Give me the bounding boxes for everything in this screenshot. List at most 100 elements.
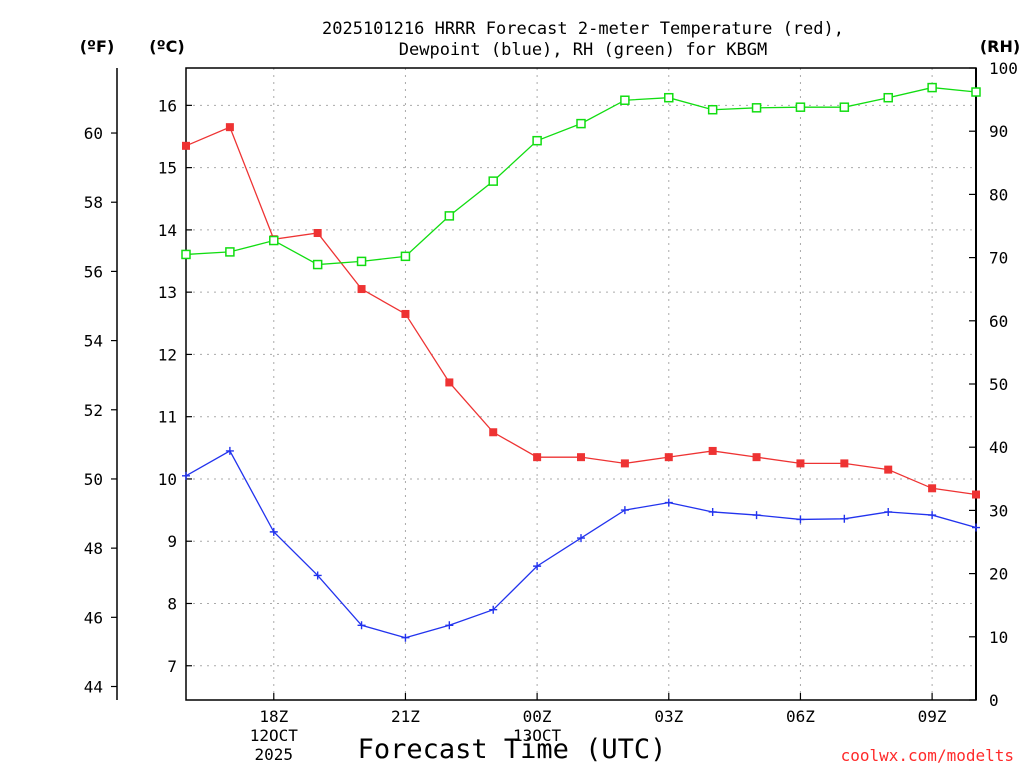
2-meter-temperature-line bbox=[185, 126, 977, 496]
rh-point bbox=[181, 249, 191, 260]
rh-axis: 0 10 20 30 40 50 60 70 80 90 100 bbox=[969, 59, 1018, 710]
fahrenheit-tick-label: 52 bbox=[84, 401, 103, 420]
fahrenheit-axis: 44 46 48 50 52 54 56 58 60 bbox=[84, 124, 117, 697]
2-meter-temperature-point bbox=[840, 459, 849, 468]
fahrenheit-tick-label: 58 bbox=[84, 193, 103, 212]
dewpoint-line bbox=[185, 450, 977, 639]
rh-point bbox=[488, 176, 498, 186]
dewpoint-point bbox=[620, 506, 629, 515]
rh-tick-label: 10 bbox=[989, 628, 1008, 647]
x-tick-label: 00Z bbox=[523, 707, 552, 726]
rh-point bbox=[883, 92, 893, 103]
rh-tick-label: 40 bbox=[989, 438, 1008, 457]
rh-tick-label: 60 bbox=[989, 312, 1008, 331]
2-meter-temperature-point bbox=[620, 459, 629, 468]
grid bbox=[186, 68, 976, 700]
celsius-tick-label: 15 bbox=[158, 159, 177, 178]
2-meter-temperature-point bbox=[972, 490, 980, 499]
dewpoint-point bbox=[489, 605, 498, 614]
2-meter-temperature-point bbox=[796, 459, 805, 468]
rh-point bbox=[927, 82, 937, 93]
rh-point bbox=[444, 211, 455, 221]
dewpoint-point bbox=[445, 621, 454, 630]
2-meter-temperature-point bbox=[577, 453, 585, 462]
2-meter-temperature-point bbox=[533, 453, 542, 462]
celsius-tick-label: 16 bbox=[158, 96, 177, 115]
celsius-tick-label: 10 bbox=[158, 470, 177, 489]
celsius-tick-label: 7 bbox=[167, 657, 177, 676]
fahrenheit-tick-label: 44 bbox=[84, 678, 103, 697]
2-meter-temperature-point bbox=[884, 465, 893, 474]
rh-point bbox=[400, 251, 411, 262]
chart-title-line1: 2025101216 HRRR Forecast 2-meter Tempera… bbox=[322, 19, 844, 39]
rh-point bbox=[312, 259, 323, 270]
x-tick-label: 13OCT bbox=[513, 726, 562, 745]
dewpoint-point bbox=[357, 621, 366, 630]
fahrenheit-tick-label: 60 bbox=[84, 124, 103, 143]
celsius-tick-label: 11 bbox=[158, 408, 177, 427]
rh-point bbox=[576, 118, 586, 129]
rh-point bbox=[269, 235, 279, 246]
fahrenheit-tick-label: 50 bbox=[84, 470, 103, 489]
dewpoint-point bbox=[708, 507, 717, 516]
2-meter-temperature-point bbox=[752, 453, 761, 462]
2-meter-temperature-point bbox=[182, 141, 190, 150]
rh-tick-label: 70 bbox=[989, 249, 1008, 268]
dewpoint-point bbox=[269, 527, 278, 536]
rh-point bbox=[971, 87, 981, 97]
rh-unit-label: (RH) bbox=[980, 37, 1020, 56]
2-meter-temperature-point bbox=[445, 378, 454, 387]
rh-point bbox=[839, 102, 850, 112]
dewpoint-point bbox=[752, 511, 761, 520]
dewpoint-point bbox=[928, 511, 937, 520]
celsius-axis: 7 8 9 10 11 12 13 14 15 16 bbox=[158, 96, 192, 676]
rh-tick-label: 80 bbox=[989, 185, 1008, 204]
2-meter-temperature-point bbox=[357, 285, 366, 294]
celsius-tick-label: 13 bbox=[158, 283, 177, 302]
x-tick-label: 18Z bbox=[259, 707, 288, 726]
dewpoint-point bbox=[313, 571, 322, 580]
fahrenheit-tick-label: 54 bbox=[84, 332, 103, 351]
series-group bbox=[181, 82, 981, 642]
rh-point bbox=[532, 135, 542, 146]
rh-tick-label: 30 bbox=[989, 501, 1008, 520]
dewpoint-point bbox=[182, 471, 190, 480]
x-tick-label: 2025 bbox=[255, 745, 294, 764]
rh-point bbox=[356, 256, 367, 267]
rh-tick-label: 20 bbox=[989, 565, 1008, 584]
dewpoint-point bbox=[664, 498, 673, 507]
chart-title-line2: Dewpoint (blue), RH (green) for KBGM bbox=[399, 40, 767, 60]
celsius-tick-label: 8 bbox=[167, 594, 177, 613]
celsius-tick-label: 9 bbox=[167, 532, 177, 551]
credit-text: coolwx.com/modelts bbox=[841, 746, 1014, 765]
2-meter-temperature-point bbox=[708, 446, 717, 455]
2-meter-temperature-point bbox=[401, 309, 410, 318]
2-meter-temperature-point bbox=[489, 428, 498, 437]
plot-frame bbox=[185, 67, 977, 701]
rh-point bbox=[795, 102, 806, 112]
2-meter-temperature-point bbox=[313, 229, 322, 238]
2-meter-temperature-point bbox=[225, 123, 234, 132]
x-axis-title: Forecast Time (UTC) bbox=[358, 734, 667, 765]
dewpoint-point bbox=[533, 562, 542, 571]
fahrenheit-tick-label: 46 bbox=[84, 608, 103, 627]
rh-tick-label: 50 bbox=[989, 375, 1008, 394]
x-tick-label: 06Z bbox=[786, 707, 815, 726]
x-tick-label: 21Z bbox=[391, 707, 420, 726]
dewpoint-point bbox=[401, 633, 410, 642]
rh-tick-label: 0 bbox=[989, 691, 999, 710]
x-tick-label: 09Z bbox=[918, 707, 947, 726]
celsius-tick-label: 14 bbox=[158, 221, 177, 240]
rh-tick-label: 100 bbox=[989, 59, 1018, 78]
dewpoint-point bbox=[225, 446, 234, 455]
fahrenheit-tick-label: 48 bbox=[84, 539, 103, 558]
celsius-unit-label: (ºC) bbox=[149, 37, 184, 56]
rh-point bbox=[664, 92, 674, 103]
fahrenheit-tick-label: 56 bbox=[84, 262, 103, 281]
2-meter-temperature-point bbox=[928, 484, 937, 493]
rh-point bbox=[620, 95, 630, 105]
dewpoint-point bbox=[577, 534, 585, 543]
x-tick-label: 12OCT bbox=[250, 726, 299, 745]
rh-line bbox=[185, 86, 977, 266]
